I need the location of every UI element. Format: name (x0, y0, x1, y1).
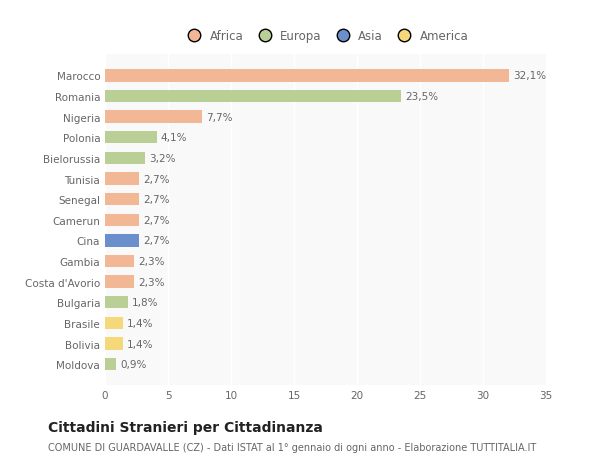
Bar (105, 358, 116, 370)
Bar (105, 91, 401, 103)
Text: COMUNE DI GUARDAVALLE (CZ) - Dati ISTAT al 1° gennaio di ogni anno - Elaborazion: COMUNE DI GUARDAVALLE (CZ) - Dati ISTAT … (48, 442, 536, 452)
Text: 2,3%: 2,3% (138, 257, 164, 267)
Text: 4,1%: 4,1% (160, 133, 187, 143)
Text: 0,9%: 0,9% (120, 359, 146, 369)
Bar (105, 338, 122, 350)
Text: 3,2%: 3,2% (149, 154, 176, 163)
Text: 7,7%: 7,7% (206, 112, 232, 123)
Bar (105, 255, 134, 268)
Bar (105, 276, 134, 288)
Bar (105, 194, 139, 206)
Text: Cittadini Stranieri per Cittadinanza: Cittadini Stranieri per Cittadinanza (48, 420, 323, 434)
Text: 1,8%: 1,8% (131, 297, 158, 308)
Bar (105, 111, 202, 123)
Bar (105, 317, 122, 330)
Text: 2,7%: 2,7% (143, 236, 169, 246)
Text: 2,7%: 2,7% (143, 174, 169, 184)
Text: 23,5%: 23,5% (405, 92, 438, 102)
Bar (105, 173, 139, 185)
Bar (105, 235, 139, 247)
Bar (105, 214, 139, 226)
Bar (105, 297, 128, 309)
Bar (105, 152, 145, 165)
Text: 2,3%: 2,3% (138, 277, 164, 287)
Text: 1,4%: 1,4% (127, 339, 153, 349)
Text: 2,7%: 2,7% (143, 215, 169, 225)
Legend: Africa, Europa, Asia, America: Africa, Europa, Asia, America (180, 28, 471, 45)
Text: 1,4%: 1,4% (127, 318, 153, 328)
Bar (105, 132, 157, 144)
Text: 32,1%: 32,1% (513, 71, 547, 81)
Text: 2,7%: 2,7% (143, 195, 169, 205)
Bar (105, 70, 509, 83)
